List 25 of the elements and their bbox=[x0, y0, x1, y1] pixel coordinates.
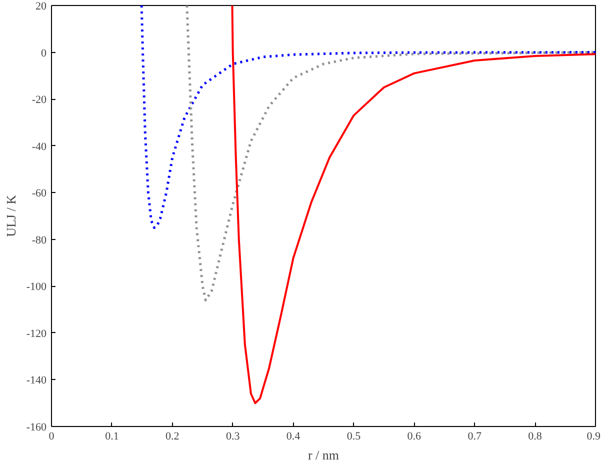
y-axis-title: ULJ / K bbox=[3, 194, 18, 237]
x-tick-label: 0.1 bbox=[105, 430, 119, 442]
y-tick-label: -160 bbox=[26, 422, 47, 434]
y-tick-label: -80 bbox=[32, 234, 47, 246]
x-axis-title: r / nm bbox=[308, 448, 340, 462]
x-tick-label: 0.8 bbox=[528, 430, 542, 442]
x-tick-label: 0 bbox=[48, 430, 55, 442]
line-series bbox=[140, 6, 596, 229]
x-tick-label: 0.4 bbox=[286, 430, 301, 442]
y-tick-label: -100 bbox=[26, 281, 47, 294]
y-tick-label: 0 bbox=[41, 47, 47, 60]
y-tick-label: -120 bbox=[26, 328, 47, 340]
x-tick-label: 0.3 bbox=[226, 430, 240, 442]
x-tick-label: 0.9 bbox=[586, 430, 601, 442]
x-tick-label: 0.7 bbox=[468, 430, 482, 442]
x-tick-label: 0.2 bbox=[166, 430, 180, 442]
line-series bbox=[231, 6, 596, 404]
line-series bbox=[186, 6, 596, 302]
x-tick-label: 0.6 bbox=[407, 430, 422, 442]
y-tick-label: -20 bbox=[32, 94, 47, 106]
y-tick-label: -60 bbox=[32, 188, 47, 200]
y-tick-label: 20 bbox=[36, 0, 47, 12]
y-tick-label: -140 bbox=[26, 374, 47, 387]
y-tick-label: -40 bbox=[32, 140, 47, 153]
x-tick-label: 0.5 bbox=[346, 430, 362, 442]
